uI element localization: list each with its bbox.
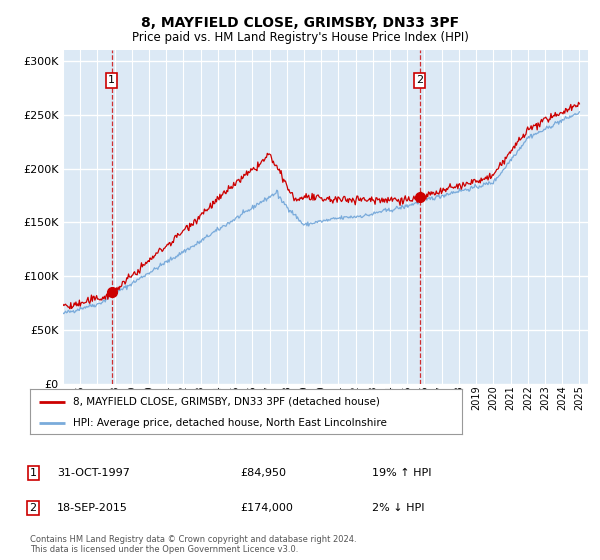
Text: 18-SEP-2015: 18-SEP-2015 (57, 503, 128, 513)
Text: 31-OCT-1997: 31-OCT-1997 (57, 468, 130, 478)
Text: 8, MAYFIELD CLOSE, GRIMSBY, DN33 3PF: 8, MAYFIELD CLOSE, GRIMSBY, DN33 3PF (141, 16, 459, 30)
Text: 2: 2 (416, 76, 423, 86)
Text: 1: 1 (29, 468, 37, 478)
Text: 19% ↑ HPI: 19% ↑ HPI (372, 468, 431, 478)
Text: £84,950: £84,950 (240, 468, 286, 478)
Text: 8, MAYFIELD CLOSE, GRIMSBY, DN33 3PF (detached house): 8, MAYFIELD CLOSE, GRIMSBY, DN33 3PF (de… (73, 396, 380, 407)
Text: 2% ↓ HPI: 2% ↓ HPI (372, 503, 425, 513)
Text: HPI: Average price, detached house, North East Lincolnshire: HPI: Average price, detached house, Nort… (73, 418, 387, 428)
Text: £174,000: £174,000 (240, 503, 293, 513)
Text: 2: 2 (29, 503, 37, 513)
Text: Price paid vs. HM Land Registry's House Price Index (HPI): Price paid vs. HM Land Registry's House … (131, 31, 469, 44)
Text: 1: 1 (108, 76, 115, 86)
Text: Contains HM Land Registry data © Crown copyright and database right 2024.
This d: Contains HM Land Registry data © Crown c… (30, 535, 356, 554)
